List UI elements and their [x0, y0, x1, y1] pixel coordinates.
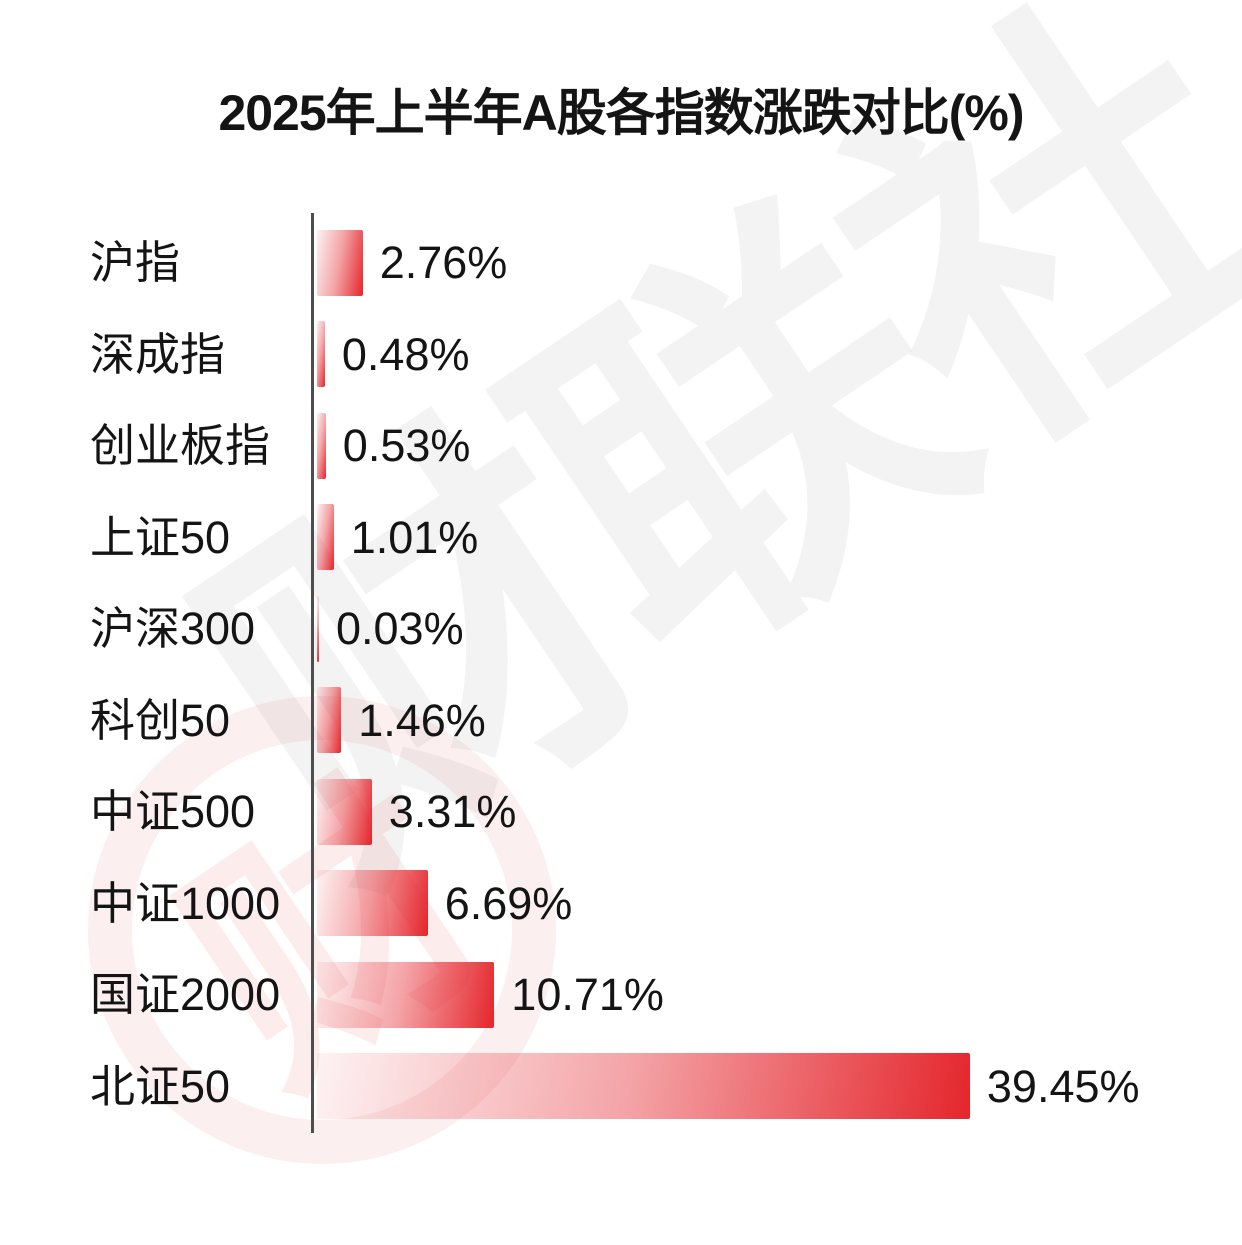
chart-row: 中证500 3.31%	[90, 766, 1242, 858]
bar	[317, 321, 325, 388]
category-label: 中证1000	[90, 877, 281, 929]
category-label: 中证500	[90, 786, 256, 838]
category-label: 深成指	[90, 328, 226, 380]
value-label: 0.48%	[341, 328, 470, 380]
bar	[317, 778, 372, 845]
value-label: 39.45%	[986, 1060, 1140, 1112]
chart-row: 沪深300 0.03%	[90, 583, 1242, 675]
category-label: 创业板指	[90, 420, 271, 472]
bar	[317, 961, 495, 1028]
category-label: 沪指	[90, 237, 181, 289]
bar	[317, 595, 319, 662]
category-label: 上证50	[90, 511, 231, 563]
chart-row: 上证50 1.01%	[90, 492, 1242, 584]
chart-row: 中证1000 6.69%	[90, 858, 1242, 950]
category-label: 北证50	[90, 1060, 231, 1112]
value-label: 10.71%	[511, 969, 664, 1021]
category-label: 国证2000	[90, 969, 281, 1021]
chart-row: 国证2000 10.71%	[90, 949, 1242, 1041]
bar	[317, 687, 342, 754]
chart-row: 科创50 1.46%	[90, 675, 1242, 767]
value-label: 0.03%	[336, 603, 464, 655]
chart-row: 北证50 39.45%	[90, 1041, 1242, 1133]
value-label: 3.31%	[388, 786, 517, 838]
value-label: 6.69%	[444, 877, 573, 929]
bar	[317, 1053, 970, 1120]
value-label: 2.76%	[379, 237, 508, 289]
value-label: 1.01%	[350, 511, 479, 563]
chart-rows: 沪指 2.76% 深成指 0.48% 创业板指 0.53% 上证50 1.01%…	[90, 217, 1242, 1132]
axis-baseline	[311, 213, 314, 1133]
chart-title: 2025年上半年A股各指数涨跌对比(%)	[218, 85, 1024, 141]
value-label: 1.46%	[358, 694, 486, 746]
bar	[317, 504, 334, 571]
chart-row: 沪指 2.76%	[90, 217, 1242, 309]
category-label: 科创50	[90, 694, 231, 746]
chart-row: 深成指 0.48%	[90, 309, 1242, 401]
bar-chart: 沪指 2.76% 深成指 0.48% 创业板指 0.53% 上证50 1.01%…	[90, 213, 1242, 1133]
bar	[317, 412, 326, 479]
chart-row: 创业板指 0.53%	[90, 400, 1242, 492]
bar	[317, 229, 363, 296]
value-label: 0.53%	[342, 420, 471, 472]
bar	[317, 870, 428, 937]
category-label: 沪深300	[90, 603, 256, 655]
